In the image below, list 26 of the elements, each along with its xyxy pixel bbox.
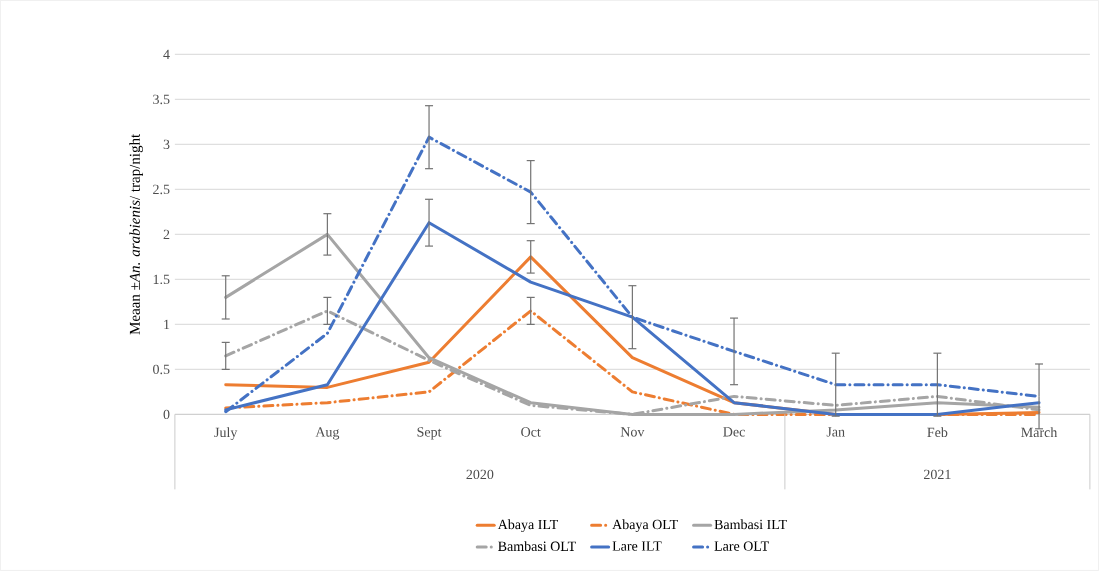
y-tick-label: 0 <box>163 409 170 420</box>
legend-label: Abaya OLT <box>612 519 678 533</box>
legend-label: Bambasi OLT <box>498 541 576 552</box>
text: 2020 <box>466 469 494 480</box>
x-tick-label: Nov <box>620 427 645 437</box>
y-tick-label: 2 <box>163 229 170 240</box>
legend-label: Bambasi ILT <box>714 519 787 530</box>
x-tick-label: Aug <box>315 427 340 440</box>
y-tick-label: 2.5 <box>153 184 170 195</box>
x-tick-label: Dec <box>723 427 745 437</box>
x-tick-label: Oct <box>521 427 541 437</box>
x-tick-label: Sept <box>417 427 442 440</box>
y-tick-label: 4 <box>163 49 170 59</box>
y-tick-label: 1.5 <box>153 274 170 285</box>
legend-label: Lare OLT <box>714 541 769 551</box>
x-tick-label: Feb <box>927 427 948 438</box>
x-tick-label: July <box>214 427 238 440</box>
y-tick-label: 1 <box>164 319 170 330</box>
legend-label: Abaya ILT <box>497 519 558 533</box>
text: 2021 <box>923 469 951 480</box>
legend-label: Lare ILT <box>612 541 662 551</box>
y-tick-label: 3 <box>163 139 170 150</box>
x-tick-label: March <box>1021 427 1058 438</box>
y-tick-label: 3.5 <box>153 94 170 105</box>
x-tick-label: Jan <box>826 427 845 437</box>
y-tick-label: 0.5 <box>153 364 170 375</box>
